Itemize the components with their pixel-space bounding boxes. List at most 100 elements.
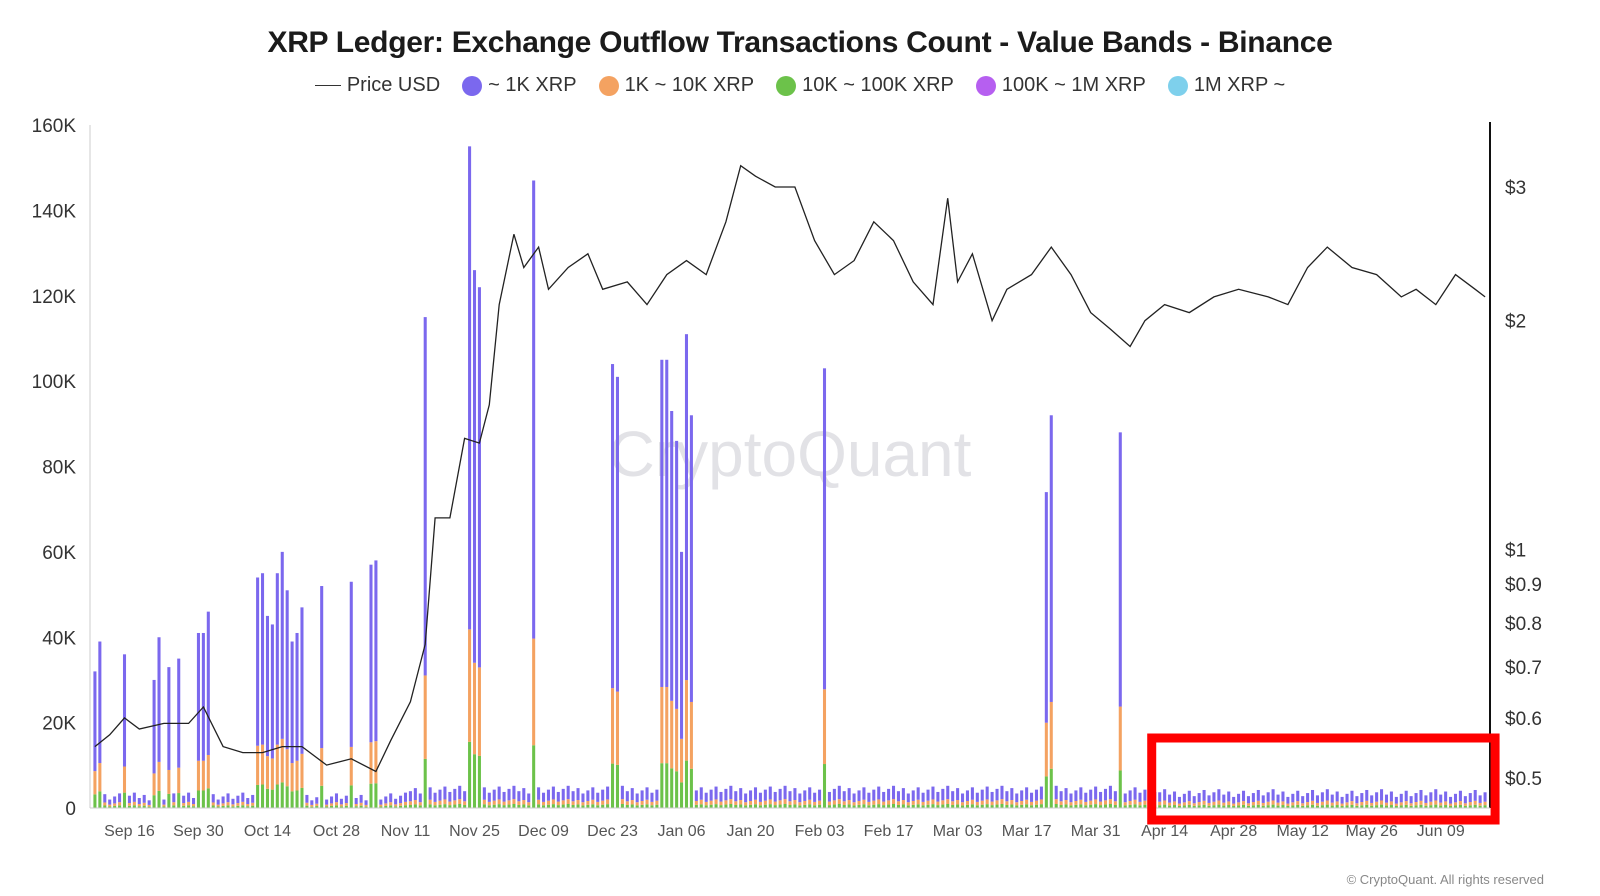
- bar-segment-1k: [615, 376, 619, 692]
- bar-segment-1k: [1424, 795, 1428, 803]
- bar-segment-1k-10k: [305, 802, 309, 806]
- bar-segment-1k-10k: [1365, 800, 1369, 805]
- bar-segment-1k-10k: [1143, 800, 1147, 805]
- bar-segment-1k: [773, 791, 777, 802]
- bar-segment-1k: [1370, 795, 1374, 803]
- bar-segment-1k-10k: [1380, 800, 1384, 805]
- bar-segment-1k: [448, 791, 452, 802]
- legend-label: 10K ~ 100K XRP: [802, 74, 954, 96]
- bar-segment-10k-100k: [1375, 805, 1379, 808]
- bar-segment-10k-100k: [310, 806, 314, 808]
- bar-segment-1k: [1039, 786, 1043, 800]
- bar-segment-1k: [551, 786, 555, 800]
- bar-segment-10k-100k: [818, 804, 822, 808]
- y-right-tick-label: $0.7: [1505, 658, 1542, 679]
- bar-segment-1k: [1138, 792, 1142, 802]
- bar-segment-10k-100k: [532, 745, 536, 808]
- bar-segment-1k-10k: [1468, 802, 1472, 806]
- bar-segment-10k-100k: [359, 805, 363, 808]
- bar-segment-1k-10k: [334, 802, 339, 806]
- bar-segment-10k-100k: [1409, 805, 1413, 808]
- bar-segment-10k-100k: [1458, 804, 1462, 808]
- y-left-tick-label: 0: [65, 799, 76, 820]
- bar-segment-1k: [221, 796, 225, 804]
- bar-segment-1k: [620, 785, 624, 800]
- bar-segment-1k: [842, 791, 846, 802]
- bar-segment-1k-10k: [625, 801, 629, 805]
- bar-segment-1k: [438, 789, 442, 801]
- bar-segment-1k-10k: [749, 800, 753, 805]
- bar-segment-1k-10k: [635, 802, 639, 806]
- bar-segment-1k: [896, 791, 900, 802]
- bar-segment-10k-100k: [1384, 805, 1389, 808]
- bar-segment-1k-10k: [216, 804, 220, 807]
- bar-segment-1k-10k: [611, 688, 615, 764]
- bar-segment-10k-100k: [147, 806, 151, 808]
- bar-segment-1k: [492, 789, 496, 801]
- bar-segment-1k: [537, 787, 541, 800]
- legend-item-1m[interactable]: 1M XRP ~: [1167, 74, 1285, 97]
- bar-segment-10k-100k: [680, 782, 684, 808]
- bar-segment-10k-100k: [1320, 805, 1324, 808]
- bar-segment-1k-10k: [699, 799, 703, 805]
- bar-segment-10k-100k: [586, 804, 590, 808]
- bar-segment-1k: [132, 792, 136, 802]
- bar-segment-1k-10k: [512, 799, 516, 805]
- bar-segment-1k-10k: [502, 801, 506, 806]
- legend-dot-swatch: [598, 75, 619, 96]
- bar-segment-10k-100k: [936, 805, 940, 808]
- bar-segment-1k-10k: [739, 800, 743, 805]
- legend-item-price[interactable]: Price USD: [314, 74, 440, 97]
- bar-segment-1k: [1020, 790, 1024, 801]
- bar-segment-10k-100k: [201, 790, 205, 808]
- bar-segment-1k: [379, 799, 383, 805]
- bar-segment-1k: [1414, 793, 1418, 803]
- bar-segment-1k-10k: [847, 800, 851, 805]
- bar-segment-10k-100k: [1315, 805, 1319, 808]
- bar-segment-1k: [965, 790, 969, 801]
- bar-segment-1k: [108, 799, 112, 805]
- bar-segment-1k: [1034, 789, 1039, 801]
- bar-segment-10k-100k: [1404, 804, 1408, 808]
- bar-segment-10k-100k: [576, 804, 580, 808]
- bar-segment-1k: [113, 796, 117, 804]
- bar-segment-1k: [606, 786, 610, 800]
- bar-segment-1k-10k: [734, 801, 738, 805]
- bar-segment-1k-10k: [615, 691, 619, 765]
- legend-item-100k-1m[interactable]: 100K ~ 1M XRP: [975, 74, 1146, 97]
- bar-segment-1k: [783, 785, 787, 800]
- bar-segment-1k-10k: [147, 804, 151, 807]
- bar-segment-1k-10k: [1079, 799, 1083, 805]
- bar-segment-10k-100k: [961, 805, 965, 808]
- bar-segment-1k-10k: [1478, 802, 1482, 806]
- bar-segment-10k-100k: [783, 804, 787, 808]
- bar-segment-1k-10k: [951, 801, 955, 805]
- legend-item-10k-100k[interactable]: 10K ~ 100K XRP: [776, 74, 954, 97]
- bar-segment-10k-100k: [330, 805, 334, 808]
- bar-segment-10k-100k: [965, 804, 969, 808]
- bar-segment-1k-10k: [1207, 802, 1211, 806]
- bar-segment-1k: [1246, 796, 1250, 804]
- bar-segment-1k-10k: [1375, 801, 1379, 806]
- bar-segment-10k-100k: [1015, 805, 1019, 808]
- bar-segment-1k: [1419, 789, 1423, 801]
- bar-segment-10k-100k: [344, 805, 348, 808]
- bar-segment-10k-100k: [1232, 806, 1236, 808]
- bar-segment-1k: [1207, 795, 1211, 803]
- bar-segment-10k-100k: [541, 805, 546, 808]
- bar-segment-10k-100k: [670, 768, 674, 808]
- bar-segment-10k-100k: [758, 805, 762, 808]
- bar-segment-10k-100k: [625, 804, 629, 808]
- bar-segment-1k: [443, 786, 447, 800]
- bar-segment-1k: [675, 440, 679, 709]
- bar-segment-1k: [137, 798, 141, 805]
- legend-item-1k-10k[interactable]: 1K ~ 10K XRP: [598, 74, 754, 97]
- bar-segment-10k-100k: [665, 763, 669, 808]
- bar-segment-1k-10k: [675, 708, 679, 772]
- bar-segment-1k-10k: [339, 804, 343, 807]
- bar-segment-10k-100k: [211, 805, 215, 808]
- legend-item-1k[interactable]: ~ 1K XRP: [462, 74, 577, 97]
- bar-segment-1k-10k: [1315, 802, 1319, 806]
- bar-segment-1k: [1222, 794, 1226, 803]
- y-right-tick-label: $0.9: [1505, 575, 1542, 596]
